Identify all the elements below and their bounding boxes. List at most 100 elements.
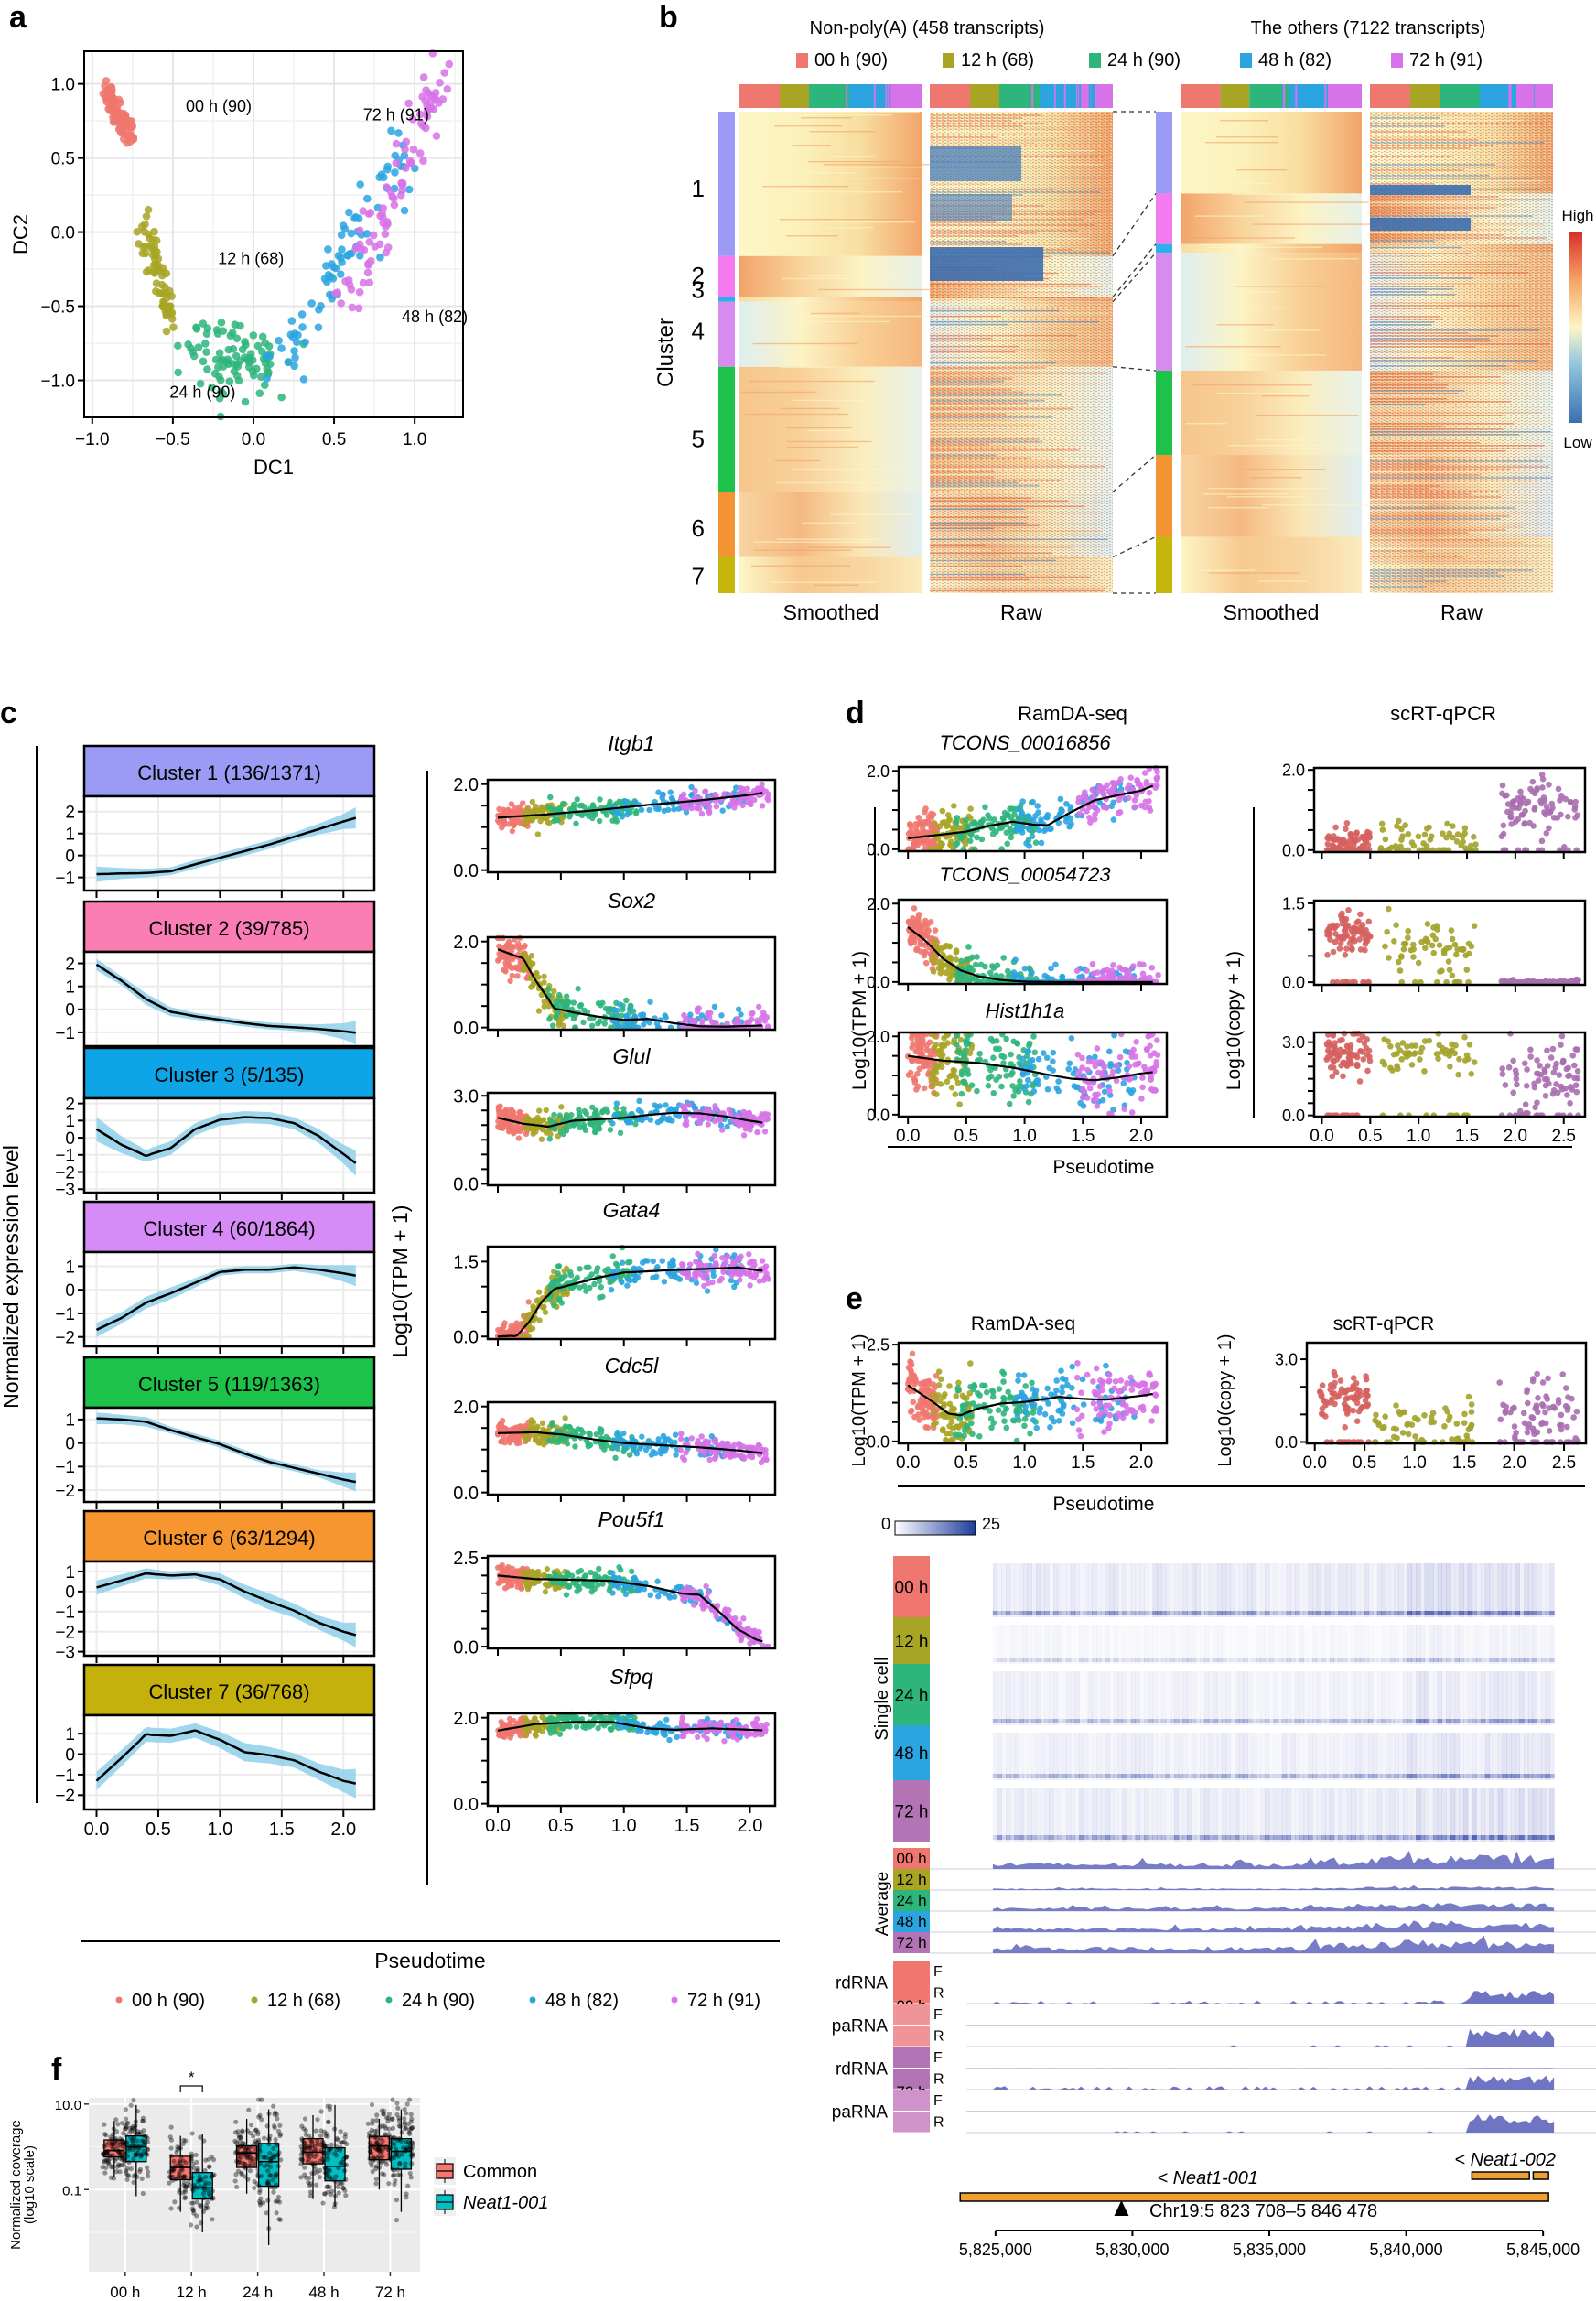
cluster-bar-segment [1156, 193, 1172, 243]
data-point [517, 1109, 523, 1115]
data-point [979, 837, 986, 843]
x-tick-label: 1.5 [674, 1816, 700, 1836]
data-point [717, 1278, 722, 1283]
y-tick-label: 1 [65, 1112, 75, 1131]
data-point [701, 1283, 706, 1289]
data-point [654, 1579, 660, 1584]
heatmap-streak [1270, 258, 1359, 259]
data-point [703, 788, 708, 794]
data-point [1110, 799, 1116, 805]
data-point [597, 818, 602, 824]
data-point [963, 817, 969, 824]
heatmap-streak [1207, 247, 1322, 248]
facet-strip-title: Cluster 4 (60/1864) [143, 1217, 315, 1240]
data-point [735, 1016, 740, 1021]
data-point [750, 1629, 756, 1635]
data-point [614, 818, 620, 824]
data-point [501, 1323, 506, 1329]
data-point [591, 1281, 597, 1287]
data-point [391, 168, 399, 177]
data-point [602, 1268, 608, 1273]
data-point [523, 1125, 528, 1130]
heatmap-streak [786, 235, 838, 236]
data-point [190, 352, 199, 361]
data-point [623, 998, 629, 1003]
data-point [667, 1438, 673, 1443]
data-point [140, 228, 148, 236]
heatmap-streak [811, 313, 859, 314]
data-point [749, 1010, 754, 1016]
data-point [552, 1729, 557, 1734]
column-annotation-mix [1091, 84, 1093, 108]
legend-swatch [1240, 53, 1252, 68]
y-tick-label: −1 [55, 1458, 75, 1477]
data-point [307, 299, 316, 308]
gene-title: Itgb1 [608, 731, 654, 755]
data-point [730, 1453, 736, 1458]
data-point [168, 315, 177, 323]
data-point [764, 1014, 770, 1020]
data-point [608, 1127, 613, 1132]
x-tick-label: −0.5 [156, 430, 190, 449]
data-point [365, 278, 373, 286]
data-point [317, 302, 325, 310]
heatmap-streak [1192, 237, 1295, 238]
data-point [763, 1455, 769, 1461]
gene-title: Glul [613, 1044, 652, 1068]
column-annotation-mix [1491, 84, 1493, 108]
data-point [348, 286, 356, 294]
data-point [670, 1259, 675, 1264]
data-point [577, 803, 583, 808]
data-point [719, 807, 725, 813]
data-point [721, 1738, 727, 1744]
data-point [923, 960, 930, 967]
data-point [372, 243, 380, 251]
data-point [514, 973, 520, 978]
y-tick-label: −1 [55, 1305, 75, 1324]
heatmap-streak [768, 114, 892, 115]
data-point [711, 1253, 717, 1259]
data-point [714, 1107, 719, 1112]
data-point [993, 828, 999, 835]
data-point [1066, 824, 1073, 830]
data-point [211, 370, 220, 378]
legend-label: 12 h (68) [267, 1991, 340, 2011]
heatmap-streak [787, 447, 858, 448]
data-point [737, 1277, 742, 1282]
data-point [501, 1125, 506, 1130]
data-point [383, 163, 392, 171]
data-point [556, 992, 562, 998]
data-point [1025, 813, 1031, 819]
data-point [383, 218, 392, 226]
data-point [517, 946, 523, 952]
data-point [513, 1123, 519, 1129]
data-point [738, 1637, 743, 1643]
cluster-annotation: 24 h (90) [169, 383, 235, 401]
data-point [499, 1424, 504, 1430]
data-point [531, 1570, 536, 1575]
data-point [915, 815, 922, 821]
data-point [705, 1010, 710, 1016]
data-point [159, 289, 167, 297]
data-point [1033, 839, 1040, 846]
data-point [589, 1105, 595, 1110]
column-annotation-segment [1325, 84, 1362, 108]
column-annotation-mix [889, 84, 890, 108]
data-point [765, 797, 771, 803]
data-point [508, 1323, 513, 1329]
data-point [1116, 810, 1122, 816]
data-point [151, 269, 159, 277]
data-point [127, 134, 135, 142]
data-point [597, 1019, 602, 1024]
legend-label: 12 h (68) [961, 50, 1034, 70]
data-point [734, 1270, 739, 1276]
column-annotation-mix [1051, 84, 1053, 108]
column-annotation-segment [1289, 84, 1326, 108]
data-point [555, 1010, 560, 1015]
data-point [511, 809, 516, 815]
data-point [692, 1270, 697, 1276]
column-annotation-segment [970, 84, 999, 108]
data-point [760, 1258, 765, 1263]
y-axis-title-left: Normalized expression level [0, 1145, 23, 1409]
data-point [911, 839, 917, 846]
